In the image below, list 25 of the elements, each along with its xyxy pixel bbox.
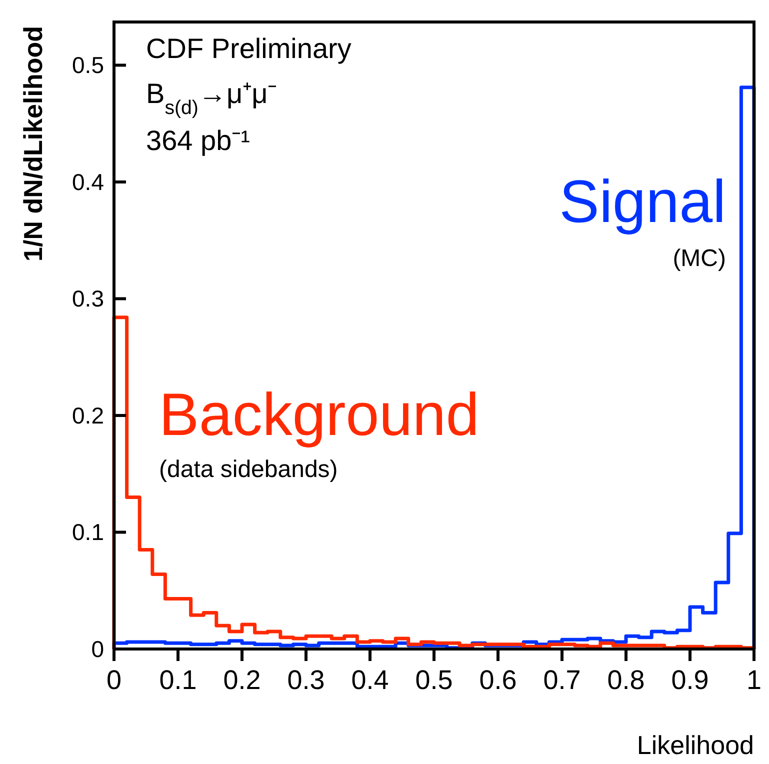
x-tick-label: 0.9 <box>671 665 709 695</box>
y-tick-label: 0.1 <box>72 519 104 546</box>
x-tick-label: 0.6 <box>479 665 517 695</box>
y-tick-label: 0.4 <box>72 168 104 195</box>
x-tick-label: 0.7 <box>543 665 581 695</box>
x-tick-label: 0.4 <box>351 665 389 695</box>
x-axis-title: Likelihood <box>636 730 754 760</box>
series-label: Background <box>159 381 480 448</box>
y-tick-label: 0.3 <box>72 286 104 312</box>
x-tick-label: 0.2 <box>223 665 261 695</box>
annotation: B$_{s(d)}$→μ⁺μ⁻ <box>146 78 277 119</box>
y-tick-label: 0.5 <box>72 52 104 78</box>
annotation: CDF Preliminary <box>146 33 352 64</box>
annotation: (data sidebands) <box>159 456 338 483</box>
series-label: Signal <box>559 168 726 235</box>
x-tick-label: 0.8 <box>607 665 645 695</box>
annotation: (MC) <box>672 245 726 272</box>
x-tick-label: 1 <box>746 665 762 695</box>
annotation: 364 pb⁻¹ <box>146 125 250 156</box>
y-axis-title: 1/N dN/dLikelihood <box>18 26 48 262</box>
y-tick-label: 0.2 <box>72 402 104 428</box>
x-tick-label: 0.1 <box>159 665 197 695</box>
x-tick-label: 0.3 <box>287 665 325 695</box>
x-tick-label: 0.5 <box>415 665 453 695</box>
y-tick-label: 0 <box>91 636 104 662</box>
